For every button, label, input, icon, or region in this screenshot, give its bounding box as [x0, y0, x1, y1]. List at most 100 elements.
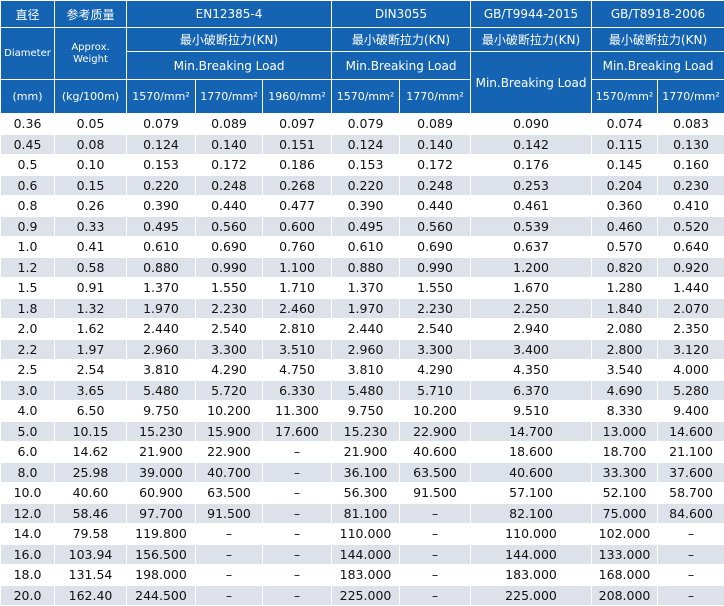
table-cell: 2.230	[400, 298, 471, 319]
table-cell: 225.000	[332, 585, 400, 606]
table-cell: 2.440	[127, 319, 196, 340]
table-cell: 144.000	[332, 544, 400, 565]
table-cell: 1.97	[55, 339, 127, 360]
table-cell: 2.960	[332, 339, 400, 360]
table-cell: 0.160	[658, 155, 724, 176]
table-cell: 81.100	[332, 503, 400, 524]
table-cell: 0.15	[55, 175, 127, 196]
table-cell: –	[196, 565, 263, 586]
table-cell: 1.370	[127, 278, 196, 299]
table-cell: –	[263, 442, 332, 463]
table-cell: 10.0	[1, 483, 55, 504]
table-cell: 5.280	[658, 380, 724, 401]
table-cell: 0.220	[332, 175, 400, 196]
table-cell: 208.000	[592, 585, 658, 606]
table-cell: 0.172	[196, 155, 263, 176]
table-cell: 0.58	[55, 257, 127, 278]
table-cell: –	[658, 544, 724, 565]
table-cell: 39.000	[127, 462, 196, 483]
table-cell: 1.8	[1, 298, 55, 319]
gb8918-en-label: Min.Breaking Load	[592, 52, 724, 80]
table-cell: 75.000	[592, 503, 658, 524]
table-header: 直径 参考质量 EN12385-4 DIN3055 GB/T9944-2015 …	[1, 1, 724, 114]
din3055-en-label: Min.Breaking Load	[332, 52, 471, 80]
table-cell: 6.50	[55, 401, 127, 422]
table-cell: 58.46	[55, 503, 127, 524]
table-cell: 0.140	[196, 134, 263, 155]
table-cell: 63.500	[400, 462, 471, 483]
table-cell: 110.000	[332, 524, 400, 545]
table-cell: 0.461	[471, 196, 592, 217]
table-cell: 0.390	[127, 196, 196, 217]
table-cell: 22.900	[196, 442, 263, 463]
table-cell: 0.268	[263, 175, 332, 196]
table-cell: –	[400, 524, 471, 545]
table-cell: 0.600	[263, 216, 332, 237]
table-cell: 3.540	[592, 360, 658, 381]
table-cell: 0.8	[1, 196, 55, 217]
table-cell: 1.200	[471, 257, 592, 278]
table-cell: 40.600	[400, 442, 471, 463]
table-cell: 1.370	[332, 278, 400, 299]
table-cell: 0.820	[592, 257, 658, 278]
table-cell: 40.700	[196, 462, 263, 483]
table-cell: 6.330	[263, 380, 332, 401]
table-cell: 1.100	[263, 257, 332, 278]
table-cell: 2.350	[658, 319, 724, 340]
table-cell: 79.58	[55, 524, 127, 545]
table-cell: –	[263, 462, 332, 483]
table-cell: 168.000	[592, 565, 658, 586]
table-cell: 3.810	[127, 360, 196, 381]
table-cell: 56.300	[332, 483, 400, 504]
table-cell: 10.15	[55, 421, 127, 442]
en12385-grade-1570: 1570/mm²	[127, 80, 196, 114]
table-cell: 15.230	[127, 421, 196, 442]
table-cell: 2.540	[400, 319, 471, 340]
table-cell: 0.151	[263, 134, 332, 155]
table-cell: 2.460	[263, 298, 332, 319]
en12385-en-label: Min.Breaking Load	[127, 52, 332, 80]
table-cell: –	[400, 503, 471, 524]
table-cell: 0.990	[196, 257, 263, 278]
table-cell: 14.0	[1, 524, 55, 545]
table-cell: 4.750	[263, 360, 332, 381]
table-cell: 0.089	[196, 114, 263, 135]
table-cell: 1.62	[55, 319, 127, 340]
table-cell: 0.920	[658, 257, 724, 278]
gb8918-grade-1770: 1770/mm²	[658, 80, 724, 114]
table-cell: 4.290	[196, 360, 263, 381]
table-cell: 1.2	[1, 257, 55, 278]
table-cell: 103.94	[55, 544, 127, 565]
table-cell: 2.2	[1, 339, 55, 360]
table-cell: 0.26	[55, 196, 127, 217]
table-cell: 14.700	[471, 421, 592, 442]
standard-en12385-header: EN12385-4	[127, 1, 332, 28]
table-cell: 0.560	[196, 216, 263, 237]
table-cell: 91.500	[400, 483, 471, 504]
table-cell: 2.940	[471, 319, 592, 340]
table-cell: 2.230	[196, 298, 263, 319]
table-cell: 131.54	[55, 565, 127, 586]
table-cell: 16.0	[1, 544, 55, 565]
gb9944-cn-label: 最小破断拉力(KN)	[471, 28, 592, 52]
standard-din3055-header: DIN3055	[332, 1, 471, 28]
table-cell: 0.6	[1, 175, 55, 196]
table-cell: –	[263, 585, 332, 606]
table-cell: 17.600	[263, 421, 332, 442]
table-cell: 15.900	[196, 421, 263, 442]
table-cell: 1.550	[196, 278, 263, 299]
table-cell: 0.690	[400, 237, 471, 258]
table-cell: 9.750	[127, 401, 196, 422]
table-cell: 0.248	[196, 175, 263, 196]
